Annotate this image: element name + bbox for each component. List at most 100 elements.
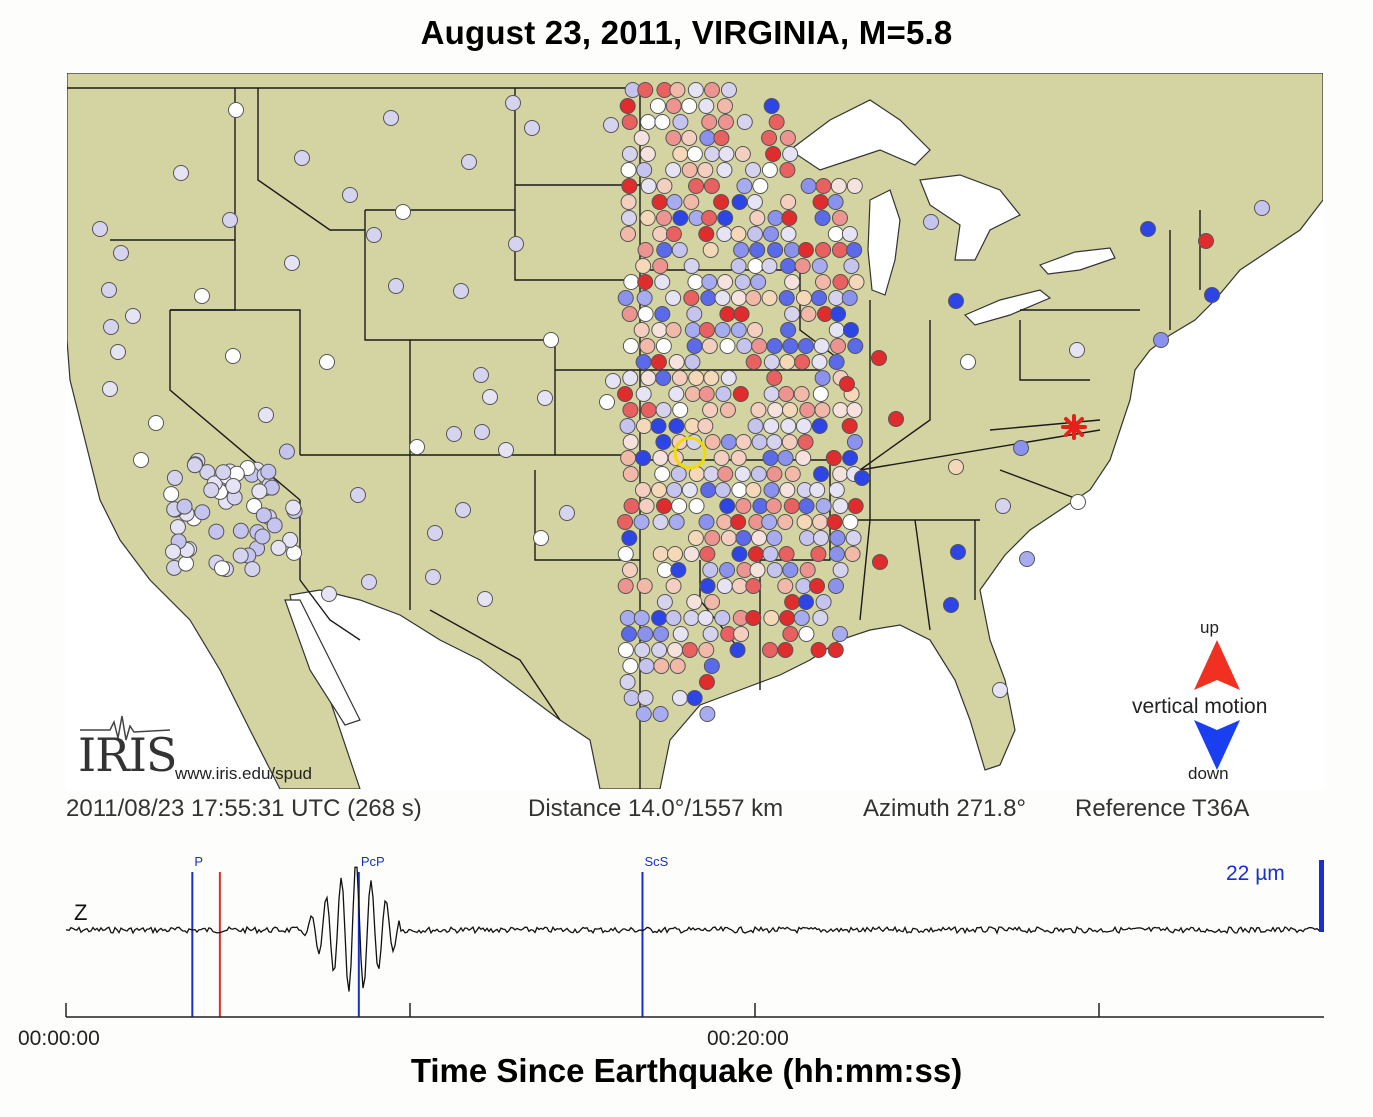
seismic-station — [656, 242, 673, 258]
seismic-station — [793, 386, 810, 402]
seismic-station — [482, 389, 498, 405]
seismic-station — [829, 530, 846, 546]
seismic-station — [733, 242, 750, 258]
seismic-station — [702, 626, 719, 642]
seismic-station — [798, 626, 815, 642]
seismic-station — [620, 450, 637, 466]
seismic-station — [813, 338, 830, 354]
seismic-station — [635, 258, 652, 274]
seismic-station — [681, 162, 698, 178]
seismic-station — [684, 386, 701, 402]
seismic-station — [621, 562, 638, 578]
seismic-station — [697, 610, 714, 626]
seismic-station — [636, 578, 653, 594]
seismic-station — [1069, 342, 1085, 358]
seismic-station — [780, 322, 797, 338]
seismic-station — [637, 690, 654, 706]
seismic-station — [809, 578, 826, 594]
seismic-station — [729, 642, 746, 658]
station-map[interactable] — [0, 0, 1373, 800]
seismic-station — [699, 706, 716, 722]
seismic-station — [655, 370, 672, 386]
seismic-station — [832, 466, 849, 482]
seismic-station — [599, 394, 615, 410]
seismic-station — [713, 450, 730, 466]
seismic-station — [638, 658, 655, 674]
seismic-station — [617, 290, 634, 306]
seismic-station — [716, 226, 733, 242]
seismic-station — [761, 130, 778, 146]
seismic-station — [827, 194, 844, 210]
seismic-station — [651, 642, 668, 658]
seismic-station — [854, 470, 870, 486]
seismic-station — [779, 162, 796, 178]
seismic-station — [640, 178, 657, 194]
seismic-station — [638, 498, 655, 514]
seismic-station — [828, 354, 845, 370]
seismic-station — [698, 674, 715, 690]
seismic-station — [133, 452, 149, 468]
seismic-station — [1013, 440, 1029, 456]
seismic-station — [633, 130, 650, 146]
seismic-station — [828, 290, 845, 306]
seismic-station — [654, 306, 671, 322]
seismic-station — [637, 274, 654, 290]
seismic-station — [847, 498, 864, 514]
epicenter-icon — [1061, 414, 1087, 440]
seismic-station — [684, 354, 701, 370]
seismic-station — [747, 418, 764, 434]
seismic-station — [173, 165, 189, 181]
seismic-station — [622, 466, 639, 482]
seismic-station — [735, 530, 752, 546]
seismic-station — [524, 120, 540, 136]
seismic-station — [745, 610, 762, 626]
seismic-station — [1153, 332, 1169, 348]
seismic-station — [845, 530, 862, 546]
seismic-station — [623, 690, 640, 706]
seismic-station — [749, 242, 766, 258]
seismic-station — [779, 482, 796, 498]
seismic-station — [215, 464, 232, 481]
seismic-station — [651, 322, 668, 338]
lake-erie — [963, 289, 1052, 326]
seismic-station — [811, 258, 828, 274]
seismic-station — [826, 514, 843, 530]
seismic-station — [474, 424, 490, 440]
seismic-station — [270, 539, 287, 556]
seismic-station — [730, 514, 747, 530]
seismic-station — [799, 530, 816, 546]
seismic-station — [923, 214, 939, 230]
lake-huron — [919, 174, 1021, 261]
seismic-station — [656, 498, 673, 514]
seismic-station — [761, 258, 778, 274]
seismic-station — [623, 498, 640, 514]
seismic-station — [620, 226, 637, 242]
seismic-station — [633, 610, 650, 626]
iris-url-link[interactable]: www.iris.edu/spud — [175, 764, 313, 783]
seismic-station — [717, 466, 734, 482]
seismic-station — [652, 514, 669, 530]
seismic-station — [665, 290, 682, 306]
seismic-station — [672, 210, 689, 226]
seismic-station — [251, 483, 268, 500]
seismic-station — [809, 482, 826, 498]
seismic-station — [350, 487, 366, 503]
phase-label-0: P — [194, 854, 203, 869]
seismic-station — [795, 418, 812, 434]
seismic-station — [635, 386, 652, 402]
seismic-station — [650, 482, 667, 498]
seismic-station — [761, 514, 778, 530]
seismic-station — [718, 146, 735, 162]
seismic-station — [388, 278, 404, 294]
seismic-station — [102, 381, 118, 397]
seismic-station — [636, 418, 653, 434]
seismic-station — [655, 434, 672, 450]
seismic-station — [668, 386, 685, 402]
seismic-station — [620, 162, 637, 178]
seismic-station — [681, 130, 698, 146]
seismic-station — [719, 306, 736, 322]
seismic-station — [747, 226, 764, 242]
seismic-station — [699, 130, 716, 146]
seismic-station — [633, 322, 650, 338]
seismic-station — [827, 226, 844, 242]
